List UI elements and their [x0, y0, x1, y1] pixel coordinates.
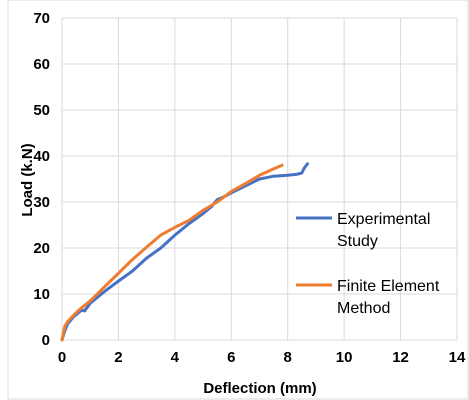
legend-label-1: Experimental — [337, 211, 430, 228]
legend-label-2: Method — [337, 300, 390, 317]
x-tick-label: 14 — [449, 349, 466, 366]
x-tick-label: 12 — [392, 349, 409, 366]
y-axis-title: Load (k.N) — [19, 143, 36, 216]
x-axis-title: Deflection (mm) — [203, 380, 316, 397]
y-tick-label: 10 — [33, 286, 50, 303]
y-tick-label: 70 — [33, 10, 50, 27]
y-tick-label: 0 — [42, 332, 50, 349]
x-tick-label: 2 — [114, 349, 122, 366]
legend-label-1: Study — [337, 233, 378, 250]
x-tick-label: 10 — [336, 349, 353, 366]
x-tick-label: 8 — [284, 349, 292, 366]
y-tick-label: 20 — [33, 240, 50, 257]
x-tick-label: 4 — [171, 349, 180, 366]
x-tick-label: 6 — [227, 349, 235, 366]
y-tick-label: 50 — [33, 102, 50, 119]
y-tick-label: 60 — [33, 56, 50, 73]
legend-label-2: Finite Element — [337, 278, 440, 295]
x-tick-label: 0 — [58, 349, 66, 366]
chart-border — [8, 0, 468, 399]
